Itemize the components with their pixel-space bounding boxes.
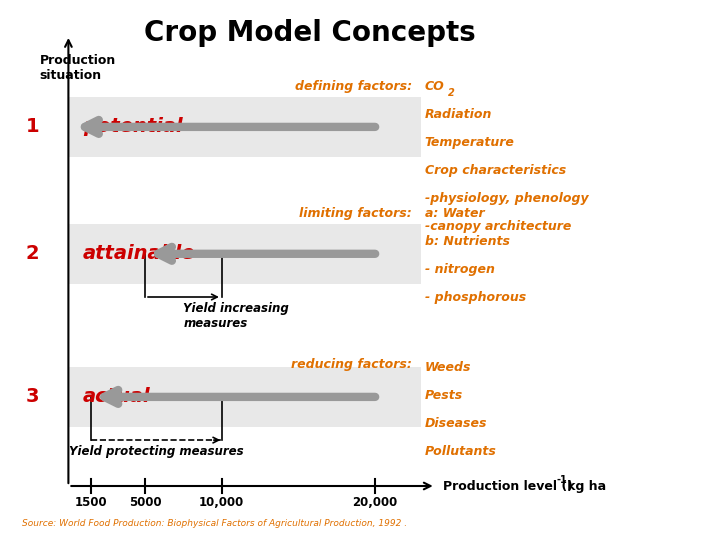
Text: Crop characteristics: Crop characteristics	[425, 164, 566, 177]
Text: Pollutants: Pollutants	[425, 445, 497, 458]
Text: 5000: 5000	[129, 496, 161, 509]
Bar	[68, 97, 421, 157]
Text: -1: -1	[557, 475, 567, 484]
Text: b: Nutrients: b: Nutrients	[425, 235, 510, 248]
Text: limiting factors:: limiting factors:	[299, 207, 412, 220]
Text: 20,000: 20,000	[353, 496, 398, 509]
Text: Production level (kg ha: Production level (kg ha	[443, 480, 606, 493]
Bar	[68, 224, 421, 284]
Text: Temperature: Temperature	[425, 136, 515, 149]
Text: situation: situation	[40, 69, 102, 82]
Text: defining factors:: defining factors:	[294, 80, 412, 93]
Text: -physiology, phenology: -physiology, phenology	[425, 192, 588, 205]
Text: a: Water: a: Water	[425, 207, 485, 220]
Text: ): )	[567, 480, 572, 493]
Text: Diseases: Diseases	[425, 417, 487, 430]
Text: Weeds: Weeds	[425, 361, 472, 374]
Text: actual: actual	[83, 387, 150, 407]
Text: Yield increasing
measures: Yield increasing measures	[184, 302, 289, 330]
Text: attainable: attainable	[83, 244, 195, 264]
Text: 2: 2	[26, 244, 39, 264]
Text: 3: 3	[26, 387, 39, 407]
Text: - phosphorous: - phosphorous	[425, 291, 526, 304]
Text: -canopy architecture: -canopy architecture	[425, 220, 571, 233]
Text: potential: potential	[83, 117, 182, 137]
Text: Pests: Pests	[425, 389, 463, 402]
Text: Production: Production	[40, 54, 116, 67]
Text: - nitrogen: - nitrogen	[425, 263, 495, 276]
Text: 1500: 1500	[75, 496, 108, 509]
Text: 2: 2	[448, 88, 454, 98]
Text: CO: CO	[425, 80, 444, 93]
Text: Source: World Food Production: Biophysical Factors of Agricultural Production, 1: Source: World Food Production: Biophysic…	[22, 519, 407, 528]
Bar	[68, 367, 421, 427]
Text: 10,000: 10,000	[199, 496, 244, 509]
Text: Crop Model Concepts: Crop Model Concepts	[144, 19, 475, 47]
Text: Radiation: Radiation	[425, 108, 492, 121]
Text: reducing factors:: reducing factors:	[291, 358, 412, 371]
Text: Yield protecting measures: Yield protecting measures	[69, 446, 244, 458]
Text: 1: 1	[26, 117, 39, 137]
